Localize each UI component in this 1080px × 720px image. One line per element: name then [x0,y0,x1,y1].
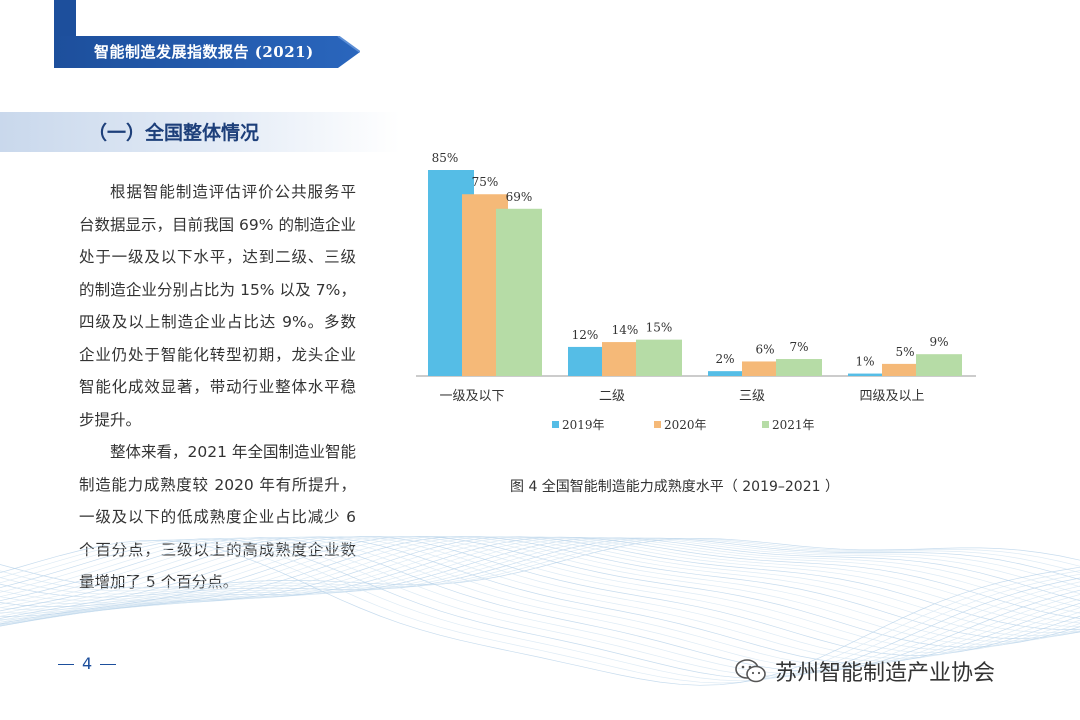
data-label-3-4: 9% [929,335,948,349]
report-title: 智能制造发展指数报告 (2021) [94,43,314,61]
data-label-1-3: 2% [715,352,734,366]
body-text: 根据智能制造评估评价公共服务平台数据显示，目前我国 69% 的制造企业处于一级及… [79,176,356,599]
wechat-icon [735,659,766,683]
wave-line [0,536,1080,642]
wave-line [0,537,1080,601]
data-label-2-2: 14% [612,323,639,337]
section-title: （一）全国整体情况 [88,122,260,144]
wave-line [0,536,1080,664]
legend-label-1: 2019年 [562,418,605,432]
data-label-1-4: 1% [855,355,874,369]
bar-1-3 [708,371,754,376]
wave-line [0,538,1080,677]
data-label-2-4: 5% [895,345,914,359]
header-accent-bar [54,0,76,40]
chart-caption: 图 4 全国智能制造能力成熟度水平（ 2019–2021 ） [510,479,839,495]
page-number-dash-right [100,664,117,665]
body-paragraph-1: 根据智能制造评估评价公共服务平台数据显示，目前我国 69% 的制造企业处于一级及… [79,183,356,429]
wave-line [0,539,1080,684]
wave-line [0,536,1080,667]
wave-line [0,537,1080,595]
legend-label-2: 2020年 [664,418,707,432]
wave-line [0,539,1080,682]
wave-line [0,536,1080,656]
category-label-4: 四级及以上 [859,389,924,404]
data-label-2-3: 6% [755,342,774,356]
page-number-value: 4 [82,654,93,673]
legend-swatch-1 [552,421,559,428]
wave-line [0,538,1080,679]
wave-line [0,536,1080,636]
category-label-1: 一级及以下 [439,389,504,404]
body-paragraph-2: 整体来看，2021 年全国制造业智能制造能力成熟度较 2020 年有所提升，一级… [79,443,356,591]
wave-line [0,536,1080,669]
legend-swatch-2 [654,421,661,428]
wave-line [0,537,1080,604]
wave-line [0,537,1080,674]
page-number: 4 [50,654,124,673]
data-label-3-2: 15% [646,321,673,335]
wave-line [0,539,1080,686]
data-label-2-1: 75% [472,175,499,189]
wave-line [0,536,1080,633]
report-banner: 智能制造发展指数报告 (2021) [54,36,360,68]
wave-line [0,537,1080,672]
wave-line [0,535,1080,651]
wave-line [0,537,1080,598]
wave-line [0,536,1080,639]
wave-line [0,538,1080,589]
bar-3-4 [916,354,962,376]
data-label-1-2: 12% [572,328,599,342]
page-number-dash-left [58,664,74,665]
banner-arrow-shape [54,36,360,68]
legend-swatch-3 [762,421,769,428]
bar-1-4 [848,373,894,376]
bar-3-3 [776,359,822,376]
wave-decoration [0,535,1080,686]
section-heading-band [0,112,400,152]
category-label-3: 三级 [739,389,765,404]
category-label-2: 二级 [599,389,625,404]
legend-label-3: 2021年 [772,418,815,432]
bar-3-1 [496,208,542,376]
data-label-3-1: 69% [506,190,533,204]
watermark: 苏州智能制造产业协会 [735,655,995,687]
data-label-3-3: 7% [789,340,808,354]
maturity-bar-chart: 85% 75% 69% 一级及以下 12% 14% 15% 二级 2% 6% 7% 三级 1% 5% 9% 四… [416,151,976,432]
watermark-text: 苏州智能制造产业协会 [775,661,996,686]
wave-line [0,536,1080,645]
wave-line [0,535,1080,648]
data-label-1-1: 85% [432,151,459,165]
bar-3-2 [636,339,682,376]
